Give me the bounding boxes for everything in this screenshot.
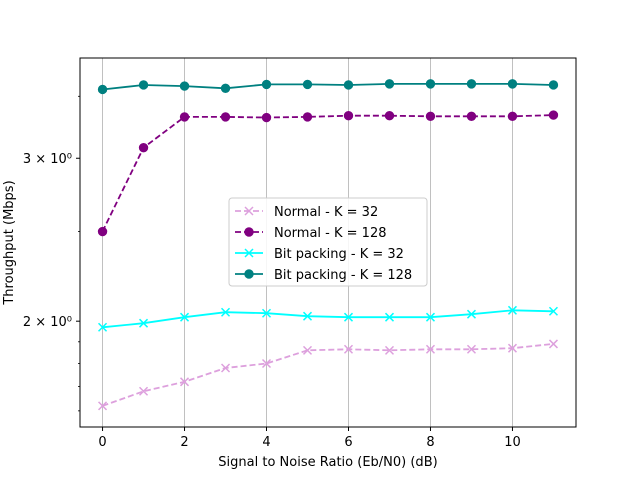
data-point bbox=[343, 312, 354, 322]
data-point bbox=[425, 111, 436, 122]
data-point bbox=[244, 269, 254, 279]
series-line bbox=[102, 83, 554, 91]
data-point bbox=[384, 79, 395, 89]
data-point bbox=[98, 322, 108, 332]
data-point bbox=[97, 226, 108, 237]
legend-item: Normal - K = 128 bbox=[235, 226, 387, 241]
data-point bbox=[425, 79, 436, 89]
legend-item: Bit packing - K = 32 bbox=[235, 247, 404, 262]
data-point bbox=[343, 80, 354, 90]
series-1 bbox=[98, 339, 558, 411]
x-tick-label: 6 bbox=[344, 435, 352, 450]
data-point bbox=[98, 401, 108, 411]
data-point bbox=[548, 110, 559, 120]
series-3 bbox=[98, 305, 558, 332]
x-tick-label: 0 bbox=[98, 435, 106, 450]
data-point bbox=[548, 80, 559, 90]
data-point bbox=[548, 339, 558, 349]
plot-frame bbox=[79, 57, 577, 428]
data-point bbox=[220, 363, 231, 373]
data-point bbox=[179, 312, 190, 322]
data-point bbox=[261, 112, 272, 123]
data-point bbox=[466, 79, 477, 89]
data-point bbox=[507, 79, 518, 89]
x-tick-label: 10 bbox=[504, 435, 521, 450]
data-point bbox=[138, 142, 149, 153]
data-point bbox=[507, 305, 517, 315]
data-point bbox=[179, 377, 190, 387]
data-point bbox=[302, 345, 313, 355]
data-point bbox=[302, 311, 313, 321]
axis-ticks: 0 2 4 6 8 10 2 × 10⁰ 3 × 10⁰ bbox=[23, 95, 521, 450]
legend-box bbox=[228, 197, 428, 287]
series-line bbox=[102, 309, 554, 329]
data-point bbox=[261, 79, 272, 90]
data-point bbox=[220, 112, 231, 122]
x-tick-label: 2 bbox=[180, 435, 188, 450]
data-point bbox=[384, 345, 395, 355]
data-point bbox=[220, 307, 231, 317]
data-point bbox=[343, 344, 354, 354]
data-point bbox=[302, 112, 313, 122]
data-point bbox=[179, 112, 190, 122]
data-point bbox=[261, 308, 272, 318]
series-line bbox=[102, 343, 554, 407]
data-point bbox=[466, 111, 477, 122]
y-tick-label: 3 × 10⁰ bbox=[23, 152, 72, 167]
series-4 bbox=[97, 79, 559, 95]
legend-label: Normal - K = 32 bbox=[274, 205, 378, 220]
data-point bbox=[466, 344, 477, 354]
data-point bbox=[139, 386, 149, 396]
data-point bbox=[466, 309, 477, 319]
data-point bbox=[507, 343, 517, 353]
legend: Normal - K = 32 Normal - K = 128 Bit packi… bbox=[228, 197, 428, 287]
data-point bbox=[244, 206, 254, 216]
data-point bbox=[138, 80, 149, 90]
data-point bbox=[425, 312, 436, 322]
x-tick-label: 8 bbox=[426, 435, 434, 450]
plot-series bbox=[97, 79, 559, 411]
data-point bbox=[244, 227, 254, 237]
series-line bbox=[101, 114, 554, 232]
data-point bbox=[97, 84, 108, 95]
legend-label: Bit packing - K = 32 bbox=[274, 247, 404, 262]
data-point bbox=[548, 306, 558, 316]
x-tick-label: 4 bbox=[262, 435, 270, 450]
legend-label: Bit packing - K = 128 bbox=[274, 268, 412, 283]
data-point bbox=[179, 81, 190, 91]
legend-item: Normal - K = 32 bbox=[235, 205, 378, 220]
data-point bbox=[384, 312, 395, 322]
data-point bbox=[507, 111, 518, 122]
legend-item: Bit packing - K = 128 bbox=[235, 268, 412, 283]
y-tick-label: 2 × 10⁰ bbox=[23, 315, 72, 330]
data-point bbox=[220, 83, 231, 94]
data-point bbox=[244, 248, 254, 258]
data-point bbox=[343, 111, 354, 121]
data-point bbox=[261, 358, 272, 369]
legend-label: Normal - K = 128 bbox=[274, 226, 387, 241]
data-point bbox=[139, 318, 149, 328]
y-axis-label: Throughput (Mbps) bbox=[2, 180, 17, 305]
x-axis-label: Signal to Noise Ratio (Eb/N0) (dB) bbox=[218, 455, 437, 470]
data-point bbox=[384, 111, 395, 121]
data-point bbox=[425, 344, 436, 354]
series-2 bbox=[97, 110, 559, 237]
data-point bbox=[302, 79, 313, 90]
